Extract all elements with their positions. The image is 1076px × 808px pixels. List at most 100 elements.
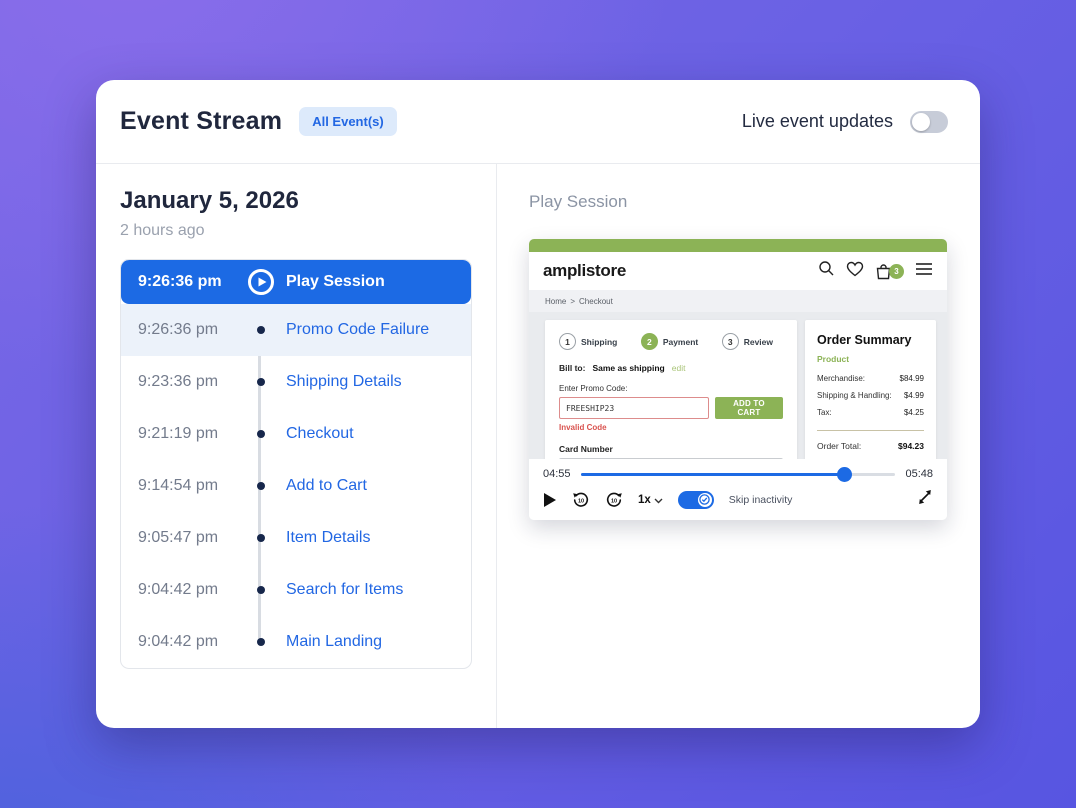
card-body: January 5, 2026 2 hours ago 9:26:36 pm P… <box>96 164 980 728</box>
player-controls: 04:55 05:48 10 <box>529 459 947 520</box>
step-number: 1 <box>559 333 576 350</box>
event-link[interactable]: Search for Items <box>286 581 404 598</box>
event-rows: 9:26:36 pm Promo Code Failure 9:23:36 pm… <box>121 304 471 668</box>
step-label: Payment <box>662 336 699 347</box>
breadcrumb-home: Home <box>545 296 567 306</box>
replay-panel-title: Play Session <box>529 192 628 211</box>
event-row[interactable]: 9:21:19 pm Checkout <box>121 408 471 460</box>
fullscreen-button[interactable] <box>917 489 933 510</box>
step-number: 2 <box>640 333 658 350</box>
event-link[interactable]: Main Landing <box>286 633 383 650</box>
promo-code-input <box>559 397 709 419</box>
event-label: Play Session <box>286 273 385 290</box>
step-label: Shipping <box>581 336 618 347</box>
add-to-cart-button: ADD TO CART <box>714 397 783 419</box>
svg-text:10: 10 <box>611 498 617 504</box>
event-time: 9:21:19 pm <box>138 425 219 442</box>
rewind-10-button[interactable]: 10 <box>572 491 590 509</box>
timeline-dot <box>248 638 274 646</box>
summary-label: Tax: <box>817 408 832 417</box>
summary-divider <box>817 430 924 431</box>
timeline-dot <box>248 586 274 594</box>
event-time: 9:05:47 pm <box>138 529 219 546</box>
timeline-dot <box>248 430 274 438</box>
timeline-dot <box>248 482 274 490</box>
event-link[interactable]: Add to Cart <box>286 477 367 494</box>
event-link[interactable]: Promo Code Failure <box>286 321 430 338</box>
invalid-code-error: Invalid Code <box>559 423 607 432</box>
event-link[interactable]: Shipping Details <box>286 373 402 390</box>
store-header-icons: 3 <box>818 260 933 282</box>
store-header: amplistore 3 <box>529 252 947 290</box>
playback-speed-selector[interactable]: 1x <box>638 491 663 509</box>
summary-row: Tax: $4.25 <box>817 408 924 417</box>
header-right: Live event updates <box>741 110 948 133</box>
event-row[interactable]: 9:26:36 pm Promo Code Failure <box>121 304 471 356</box>
order-total-value: $94.23 <box>898 441 924 451</box>
wishlist-heart-icon <box>846 261 864 282</box>
session-replay-player: amplistore 3 <box>529 239 947 520</box>
order-summary-rows: Merchandise: $84.99 Shipping & Handling:… <box>817 374 924 417</box>
chevron-down-icon <box>654 491 663 509</box>
event-row[interactable]: 9:04:42 pm Main Landing <box>121 616 471 668</box>
event-list-pane: January 5, 2026 2 hours ago 9:26:36 pm P… <box>96 164 497 728</box>
live-updates-label: Live event updates <box>741 111 893 131</box>
toggle-knob <box>912 112 930 131</box>
event-time: 9:04:42 pm <box>138 633 219 650</box>
store-logo: amplistore <box>543 261 626 280</box>
event-timeline: 9:26:36 pm Play Session 9:26:36 pm Promo… <box>120 259 472 669</box>
checkout-steps: 1 Shipping 2 Payment 3 Review <box>559 333 783 350</box>
summary-value: $84.99 <box>899 374 924 383</box>
search-icon <box>818 260 835 282</box>
summary-value: $4.99 <box>903 391 924 400</box>
replay-stage: 1 Shipping 2 Payment 3 Review <box>529 312 947 459</box>
all-events-filter-badge[interactable]: All Event(s) <box>299 107 397 136</box>
event-row[interactable]: 9:04:42 pm Search for Items <box>121 564 471 616</box>
live-updates-toggle[interactable] <box>910 110 948 133</box>
event-row[interactable]: 9:05:47 pm Item Details <box>121 512 471 564</box>
event-time: 9:26:36 pm <box>138 273 222 290</box>
breadcrumb-separator: > <box>570 296 576 306</box>
order-total-label: Order Total: <box>817 441 862 451</box>
card-header: Event Stream All Event(s) Live event upd… <box>96 80 980 164</box>
checkout-panel: 1 Shipping 2 Payment 3 Review <box>545 320 797 459</box>
bill-to-label: Bill to: <box>559 363 586 373</box>
edit-link: edit <box>671 363 686 373</box>
event-row[interactable]: 9:14:54 pm Add to Cart <box>121 460 471 512</box>
menu-icon <box>915 262 933 281</box>
event-time: 9:23:36 pm <box>138 373 219 390</box>
breadcrumb-current: Checkout <box>579 296 613 306</box>
play-button[interactable] <box>543 492 557 508</box>
event-time: 9:26:36 pm <box>138 321 219 338</box>
forward-10-button[interactable]: 10 <box>605 491 623 509</box>
play-session-row[interactable]: 9:26:36 pm Play Session <box>121 260 471 304</box>
checkout-step: 1 Shipping <box>559 333 617 350</box>
timeline-dot <box>248 534 274 542</box>
summary-value: $4.25 <box>903 408 924 417</box>
play-session-icon[interactable] <box>248 269 274 295</box>
summary-row: Merchandise: $84.99 <box>817 374 924 383</box>
scrubber-row: 04:55 05:48 <box>543 466 933 482</box>
replay-top-bar <box>529 239 947 252</box>
bill-to-row: Bill to: Same as shipping edit <box>559 363 783 373</box>
event-link[interactable]: Item Details <box>286 529 371 546</box>
event-link[interactable]: Checkout <box>286 425 354 442</box>
progress-knob[interactable] <box>837 466 853 482</box>
order-total-row: Order Total: $94.23 <box>817 441 924 451</box>
playback-scrubber[interactable] <box>580 466 896 482</box>
order-summary-panel: Order Summary Product Merchandise: $84.9… <box>805 320 936 459</box>
total-time: 05:48 <box>905 468 933 480</box>
session-replay-pane: Play Session amplistore <box>497 164 980 728</box>
event-row[interactable]: 9:23:36 pm Shipping Details <box>121 356 471 408</box>
skip-inactivity-toggle[interactable] <box>677 490 714 509</box>
skip-inactivity-label: Skip inactivity <box>728 493 793 506</box>
timeline-dot <box>248 378 274 386</box>
cart-count-badge: 3 <box>889 263 904 279</box>
cart-icon: 3 <box>875 263 904 280</box>
summary-label: Shipping & Handling: <box>817 391 892 400</box>
card-number-label: Card Number <box>559 444 613 454</box>
event-stream-card: Event Stream All Event(s) Live event upd… <box>96 80 980 728</box>
current-time: 04:55 <box>543 468 571 480</box>
bill-to-value: Same as shipping <box>592 363 665 373</box>
